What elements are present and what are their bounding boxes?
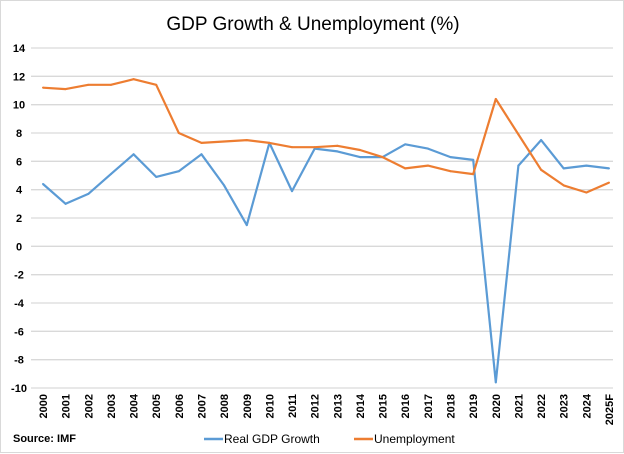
data-point xyxy=(336,150,339,153)
data-point xyxy=(155,175,158,178)
x-tick-label: 2005 xyxy=(151,394,163,418)
y-tick-label: -4 xyxy=(14,298,25,310)
x-tick-label: 2003 xyxy=(106,394,118,418)
data-point xyxy=(87,192,90,195)
data-point xyxy=(472,158,475,161)
y-tick-label: 12 xyxy=(13,71,25,83)
y-tick-label: 4 xyxy=(16,185,23,197)
data-point xyxy=(177,132,180,134)
x-tick-label: 2024 xyxy=(581,393,593,418)
x-tick-label: 2018 xyxy=(446,394,458,418)
source-note: Source: IMF xyxy=(13,433,76,445)
y-tick-label: -10 xyxy=(11,383,27,395)
x-tick-label: 2007 xyxy=(196,394,208,418)
x-tick-label: 2010 xyxy=(264,394,276,418)
data-point xyxy=(268,141,271,144)
x-tick-label: 2009 xyxy=(242,394,254,418)
y-tick-label: -2 xyxy=(14,270,24,282)
data-point xyxy=(42,86,44,89)
data-point xyxy=(358,156,361,159)
y-tick-label: 0 xyxy=(16,241,22,253)
data-point xyxy=(517,164,520,167)
x-tick-label: 2015 xyxy=(378,394,390,418)
x-tick-label: 2012 xyxy=(310,394,322,418)
data-point xyxy=(132,153,135,156)
series-line-gdp xyxy=(42,139,610,384)
y-tick-label: 8 xyxy=(16,128,22,140)
data-point xyxy=(42,183,44,185)
y-tick-label: 2 xyxy=(16,213,22,225)
data-point xyxy=(404,143,407,146)
data-point xyxy=(449,156,452,159)
x-tick-label: 2001 xyxy=(61,394,73,418)
data-point xyxy=(517,133,520,136)
data-point xyxy=(562,167,565,170)
data-point xyxy=(540,139,543,142)
data-point xyxy=(381,156,384,159)
data-point xyxy=(608,181,610,184)
data-point xyxy=(472,173,475,176)
data-point xyxy=(64,202,67,205)
legend: Real GDP Growth Unemployment xyxy=(204,432,455,446)
data-point xyxy=(585,191,588,194)
data-point xyxy=(245,224,248,227)
data-point xyxy=(494,381,497,384)
data-point xyxy=(155,83,158,86)
data-point xyxy=(87,83,90,86)
data-point xyxy=(64,88,67,91)
x-tick-label: 2006 xyxy=(174,394,186,418)
x-tick-label: 2011 xyxy=(287,394,299,418)
data-point xyxy=(608,167,610,170)
x-tick-label: 2013 xyxy=(332,394,344,418)
data-point xyxy=(177,170,180,173)
data-point xyxy=(404,167,407,170)
data-point xyxy=(358,149,361,151)
x-tick-label: 2008 xyxy=(219,394,231,418)
data-point xyxy=(494,98,497,100)
x-tick-label: 2017 xyxy=(423,394,435,418)
x-tick-label: 2002 xyxy=(83,394,95,418)
x-tick-label: 2000 xyxy=(38,394,50,418)
legend-label-unemployment: Unemployment xyxy=(374,432,455,446)
data-point xyxy=(200,141,203,144)
data-point xyxy=(336,144,339,147)
x-tick-label: 2016 xyxy=(400,394,412,418)
data-point xyxy=(291,146,294,149)
data-point xyxy=(540,168,543,171)
data-point xyxy=(109,83,112,86)
y-tick-label: 6 xyxy=(16,156,22,168)
x-tick-label: 2004 xyxy=(129,393,141,418)
chart-title: GDP Growth & Unemployment (%) xyxy=(166,14,459,35)
x-tick-label: 2019 xyxy=(468,394,480,418)
data-point xyxy=(291,190,294,193)
legend-label-gdp: Real GDP Growth xyxy=(224,432,320,446)
x-tick-label: 2022 xyxy=(536,394,548,418)
series-line-unemployment xyxy=(42,78,610,194)
data-point xyxy=(132,78,135,81)
y-tick-label: 14 xyxy=(13,43,26,55)
x-tick-label: 2020 xyxy=(491,394,503,418)
data-point xyxy=(449,170,452,173)
y-tick-label: 10 xyxy=(13,100,25,112)
x-tick-label: 2021 xyxy=(513,394,525,418)
y-tick-label: -8 xyxy=(14,355,24,367)
data-point xyxy=(200,153,203,156)
data-point xyxy=(245,139,248,142)
x-tick-label: 2023 xyxy=(559,394,571,418)
data-point xyxy=(585,164,588,167)
data-point xyxy=(562,184,565,187)
x-tick-label: 2025F xyxy=(604,394,616,425)
data-point xyxy=(313,146,316,149)
data-point xyxy=(223,184,226,187)
data-point xyxy=(223,140,226,143)
data-point xyxy=(426,147,429,150)
y-tick-label: -6 xyxy=(14,326,24,338)
data-point xyxy=(426,164,429,167)
data-point xyxy=(109,173,112,176)
x-tick-label: 2014 xyxy=(355,393,367,418)
